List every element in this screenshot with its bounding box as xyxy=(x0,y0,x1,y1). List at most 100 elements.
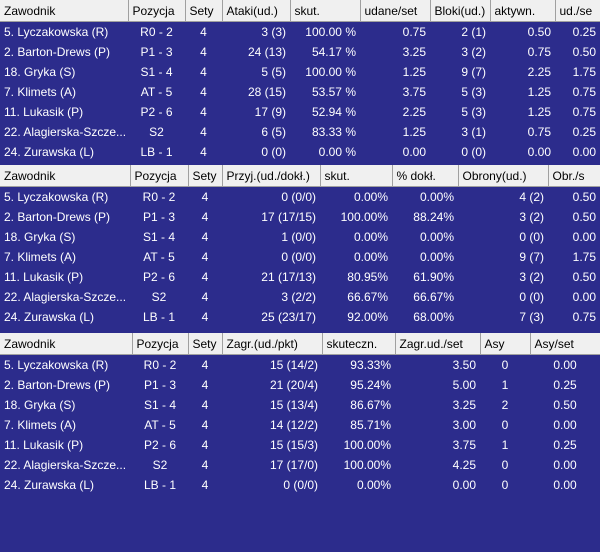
data-row: 2. Barton-Drews (P) P1 - 3 4 21 (20/4) 95.24… xyxy=(0,375,600,395)
cell: 2. Barton-Drews (P) xyxy=(4,210,111,224)
cell: 1.75 xyxy=(572,65,596,79)
cell: S2 xyxy=(151,290,167,304)
cell: 4 xyxy=(200,25,207,39)
cell: 0.75 xyxy=(572,310,596,324)
cell: AT - 5 xyxy=(143,250,175,264)
cell: 1.25 xyxy=(402,125,426,139)
cell: 18. Gryka (S) xyxy=(4,65,76,79)
cell: 0.50 xyxy=(572,270,596,284)
data-row: 11. Lukasik (P) P2 - 6 4 17 (9) 52.94 % 2.25 5… xyxy=(0,102,600,122)
cell: 3.75 xyxy=(452,438,476,452)
cell: 4 xyxy=(201,190,209,204)
cell: 4.25 xyxy=(452,458,476,472)
column-header: Obr./s xyxy=(548,165,600,187)
cell: R0 - 2 xyxy=(142,190,176,204)
cell: P1 - 3 xyxy=(142,210,175,224)
cell: 0.50 xyxy=(527,25,551,39)
cell: 1 xyxy=(501,438,509,452)
column-header: Zawodnik xyxy=(0,333,133,355)
cell: LB - 1 xyxy=(143,478,176,492)
stats-table: Zawodnik Pozycja Sety Przyj.(ud./dokł.) skut… xyxy=(0,165,600,327)
cell: 2 xyxy=(501,398,509,412)
cell: 0.00 xyxy=(553,458,577,472)
cell: 0.75 xyxy=(527,125,551,139)
cell: 5. Lyczakowska (R) xyxy=(4,190,109,204)
cell: 11. Lukasik (P) xyxy=(4,270,84,284)
cell: 1.25 xyxy=(402,65,426,79)
cell: 4 xyxy=(201,438,209,452)
data-row: 24. Zurawska (L) LB - 1 4 0 (0) 0.00 % 0.00 0 … xyxy=(0,142,600,162)
cell: 0.00 xyxy=(553,478,577,492)
cell: 4 xyxy=(201,358,209,372)
data-row: 2. Barton-Drews (P) P1 - 3 4 24 (13) 54.17 %… xyxy=(0,42,600,62)
cell: 95.24% xyxy=(350,378,391,392)
cell: 18. Gryka (S) xyxy=(4,230,76,244)
cell: 28 (15) xyxy=(247,85,286,99)
column-header: % dokł. xyxy=(392,165,459,187)
cell: 0 (0) xyxy=(519,290,544,304)
cell: 100.00 % xyxy=(305,65,356,79)
cell: 4 xyxy=(201,478,209,492)
cell: 3 (2) xyxy=(461,45,486,59)
cell: P2 - 6 xyxy=(140,105,173,119)
cell: 11. Lukasik (P) xyxy=(4,438,84,452)
header-row: Zawodnik Pozycja Sety Przyj.(ud./dokł.) skut… xyxy=(0,165,600,187)
cell: 0.00% xyxy=(356,478,391,492)
column-header: Zawodnik xyxy=(0,165,131,187)
cell: 0 (0) xyxy=(461,145,486,159)
cell: 100.00% xyxy=(343,458,391,472)
data-row: 7. Klimets (A) AT - 5 4 28 (15) 53.57 % 3.75 5… xyxy=(0,82,600,102)
cell: 4 xyxy=(201,418,209,432)
data-row: 2. Barton-Drews (P) P1 - 3 4 17 (17/15) 100.… xyxy=(0,207,600,227)
cell: 0.75 xyxy=(402,25,426,39)
cell: 0.00% xyxy=(353,230,388,244)
cell: 1.75 xyxy=(572,250,596,264)
cell: 24 (13) xyxy=(247,45,286,59)
stats-table: Zawodnik Pozycja Sety Zagr.(ud./pkt) skutecz… xyxy=(0,333,600,495)
cell: 54.17 % xyxy=(311,45,356,59)
cell: 3.00 xyxy=(452,418,476,432)
cell: 4 xyxy=(201,310,209,324)
cell: 80.95% xyxy=(347,270,388,284)
cell: 4 xyxy=(201,250,209,264)
cell: 4 xyxy=(201,230,209,244)
column-header: Zagr.(ud./pkt) xyxy=(222,333,323,355)
column-header: Asy xyxy=(480,333,531,355)
cell: 100.00 % xyxy=(305,25,356,39)
cell: 4 xyxy=(200,145,207,159)
cell: 24. Zurawska (L) xyxy=(4,145,95,159)
column-header: skut. xyxy=(320,165,393,187)
cell: 9 (7) xyxy=(461,65,486,79)
cell: 0.00 xyxy=(402,145,426,159)
cell: 0 xyxy=(501,458,509,472)
cell: 17 (17/0) xyxy=(269,458,318,472)
cell: P1 - 3 xyxy=(143,378,176,392)
data-row: 22. Alagierska-Szcze... S2 4 17 (17/0) 100.0… xyxy=(0,455,600,475)
column-header: skut. xyxy=(290,0,361,22)
cell: 0.00 xyxy=(572,230,596,244)
cell: S1 - 4 xyxy=(143,398,176,412)
column-header: Asy/set xyxy=(530,333,600,355)
cell: 0.50 xyxy=(572,190,596,204)
cell: 5. Lyczakowska (R) xyxy=(4,358,109,372)
column-header: skuteczn. xyxy=(322,333,396,355)
cell: 53.57 % xyxy=(311,85,356,99)
cell: 0.25 xyxy=(572,125,596,139)
data-row: 5. Lyczakowska (R) R0 - 2 4 0 (0/0) 0.00% 0.0… xyxy=(0,187,600,208)
cell: 18. Gryka (S) xyxy=(4,398,76,412)
data-row: 5. Lyczakowska (R) R0 - 2 4 15 (14/2) 93.33%… xyxy=(0,355,600,376)
cell: 1 xyxy=(501,378,509,392)
cell: R0 - 2 xyxy=(140,25,173,39)
cell: 0.00 xyxy=(572,145,596,159)
cell: 0.00% xyxy=(419,230,454,244)
data-row: 11. Lukasik (P) P2 - 6 4 15 (15/3) 100.00% 3.… xyxy=(0,435,600,455)
cell: 0.75 xyxy=(527,45,551,59)
cell: 0.25 xyxy=(553,438,577,452)
cell: 0.00 xyxy=(452,478,476,492)
column-header: Sety xyxy=(188,333,223,355)
cell: 52.94 % xyxy=(311,105,356,119)
cell: 85.71% xyxy=(350,418,391,432)
cell: 0.00 xyxy=(527,145,551,159)
data-row: 7. Klimets (A) AT - 5 4 0 (0/0) 0.00% 0.00% 9 … xyxy=(0,247,600,267)
header-row: Zawodnik Pozycja Sety Ataki(ud.) skut. udane/… xyxy=(0,0,600,22)
